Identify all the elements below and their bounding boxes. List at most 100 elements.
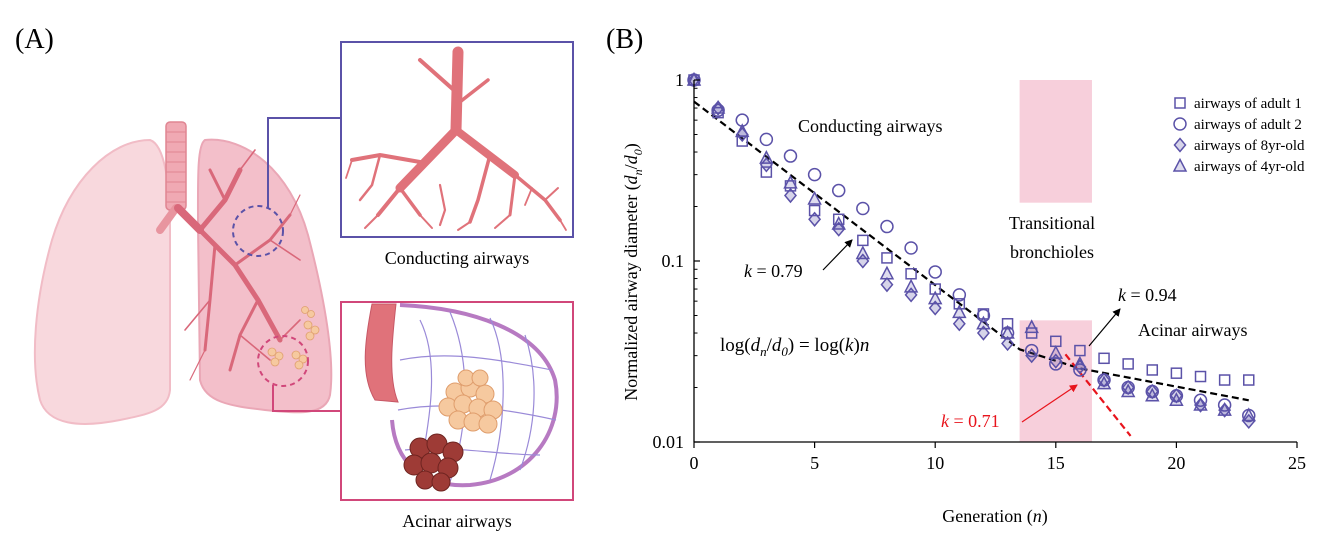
acinar-zoom-circle bbox=[257, 335, 309, 387]
panel-a-label: (A) bbox=[15, 24, 54, 55]
point-square bbox=[1218, 374, 1231, 386]
legend-label: airways of adult 1 bbox=[1194, 96, 1302, 112]
x-tick-label: 15 bbox=[1047, 453, 1065, 473]
point-circle bbox=[880, 219, 894, 234]
legend-marker-circle bbox=[1173, 117, 1187, 131]
shaded-band-1 bbox=[1019, 80, 1092, 203]
x-tick-label: 0 bbox=[690, 453, 699, 473]
point-diamond bbox=[976, 325, 990, 341]
point-square bbox=[929, 283, 941, 295]
legend-label: airways of 4yr-old bbox=[1194, 159, 1305, 175]
acinar-caption: Acinar airways bbox=[402, 511, 511, 531]
point-circle bbox=[928, 265, 942, 279]
lung-illustration bbox=[33, 117, 341, 425]
x-axis-label: Generation (n) bbox=[942, 506, 1047, 527]
point-diamond bbox=[1242, 413, 1256, 430]
y-axis-label: Normalized airway diameter (dn/d0) bbox=[621, 143, 645, 400]
trachea bbox=[165, 121, 187, 211]
chart: 0 5 10 15 20 25 1 0.1 0.01 Generation (n) Normal… bbox=[621, 70, 1306, 527]
legend: airways of adult 1 airways of adult 2 airw… bbox=[1172, 96, 1305, 175]
point-square bbox=[1243, 374, 1255, 386]
x-tick-label: 25 bbox=[1288, 453, 1306, 473]
point-diamond bbox=[808, 211, 822, 227]
alveoli-dark bbox=[403, 433, 464, 492]
point-triangle bbox=[1217, 402, 1232, 416]
annotation-k1: k = 0.79 bbox=[744, 261, 803, 281]
arrow-k3 bbox=[1021, 384, 1078, 423]
point-triangle bbox=[1241, 407, 1256, 422]
annotation-conducting: Conducting airways bbox=[798, 116, 942, 136]
data-points bbox=[686, 71, 1256, 430]
annotation-transitional-1: Transitional bbox=[1009, 213, 1095, 233]
x-tick-label: 5 bbox=[810, 453, 819, 473]
acini-clusters bbox=[267, 306, 320, 370]
conducting-airways-inset: Conducting airways bbox=[340, 41, 574, 268]
point-triangle bbox=[807, 190, 822, 205]
point-triangle bbox=[831, 215, 846, 230]
point-circle bbox=[1024, 343, 1039, 358]
point-triangle bbox=[1048, 344, 1064, 359]
acinar-vessel bbox=[364, 303, 399, 403]
point-triangle bbox=[1120, 383, 1136, 398]
fit-lines bbox=[693, 100, 1249, 437]
point-square bbox=[760, 166, 773, 178]
point-triangle bbox=[1145, 387, 1160, 402]
shaded-bands bbox=[1019, 80, 1092, 442]
x-tick-label: 10 bbox=[926, 453, 944, 473]
right-lung bbox=[196, 138, 333, 414]
arrow-k2 bbox=[1088, 308, 1121, 347]
acinar-airways-inset: Acinar airways bbox=[340, 301, 574, 531]
y-tick-label: 0.1 bbox=[662, 251, 685, 271]
point-circle bbox=[1193, 393, 1208, 408]
trachea-rings bbox=[166, 131, 186, 203]
point-diamond bbox=[880, 277, 894, 293]
point-circle bbox=[952, 288, 967, 302]
acinar-connector bbox=[272, 385, 341, 412]
annotation-acinar: Acinar airways bbox=[1138, 320, 1247, 340]
x-tick-label: 20 bbox=[1167, 453, 1185, 473]
point-triangle bbox=[1169, 392, 1184, 407]
left-lung bbox=[33, 138, 171, 425]
point-triangle bbox=[1096, 375, 1112, 390]
point-square bbox=[953, 298, 966, 310]
point-diamond bbox=[1025, 347, 1039, 364]
point-triangle bbox=[903, 278, 919, 293]
point-triangle bbox=[1072, 355, 1088, 370]
point-circle bbox=[904, 241, 918, 255]
tick-labels: 0 5 10 15 20 25 1 0.1 0.01 bbox=[653, 70, 1307, 473]
panel-b-label: (B) bbox=[606, 24, 643, 55]
conducting-tree-drawing bbox=[345, 46, 567, 231]
point-square bbox=[808, 204, 821, 217]
y-tick-label: 0.01 bbox=[653, 432, 685, 452]
point-triangle bbox=[1000, 324, 1015, 339]
point-triangle bbox=[735, 123, 750, 138]
arrow-k1 bbox=[822, 239, 853, 271]
annotation-equation: log(dn/d0) = log(k)n bbox=[720, 335, 869, 359]
bronchial-tree bbox=[156, 149, 301, 381]
point-square bbox=[832, 213, 845, 226]
legend-label: airways of 8yr-old bbox=[1194, 138, 1305, 154]
point-circle bbox=[807, 167, 822, 182]
legend-label: airways of adult 2 bbox=[1194, 117, 1302, 133]
legend-marker-diamond bbox=[1173, 137, 1187, 153]
annotation-k2: k = 0.94 bbox=[1118, 285, 1177, 305]
point-diamond bbox=[1001, 335, 1015, 352]
point-circle bbox=[856, 201, 870, 216]
fit-line-2 bbox=[1064, 353, 1132, 437]
point-square bbox=[1170, 367, 1183, 379]
annotation-k3: k = 0.71 bbox=[941, 411, 1000, 431]
point-diamond bbox=[1194, 397, 1208, 413]
point-square bbox=[1001, 318, 1014, 330]
point-triangle bbox=[710, 99, 726, 114]
conducting-caption: Conducting airways bbox=[385, 248, 529, 268]
point-diamond bbox=[952, 316, 966, 332]
panel-b: (B) 0 5 10 15 20 25 1 0.1 0.01 Generation (n) No… bbox=[606, 24, 1306, 527]
point-triangle bbox=[783, 174, 798, 189]
point-circle bbox=[711, 103, 725, 118]
conducting-connector bbox=[267, 117, 341, 208]
point-triangle bbox=[879, 265, 895, 280]
legend-marker-square bbox=[1174, 97, 1186, 109]
point-square bbox=[881, 252, 893, 264]
alveoli-orange bbox=[438, 369, 503, 434]
